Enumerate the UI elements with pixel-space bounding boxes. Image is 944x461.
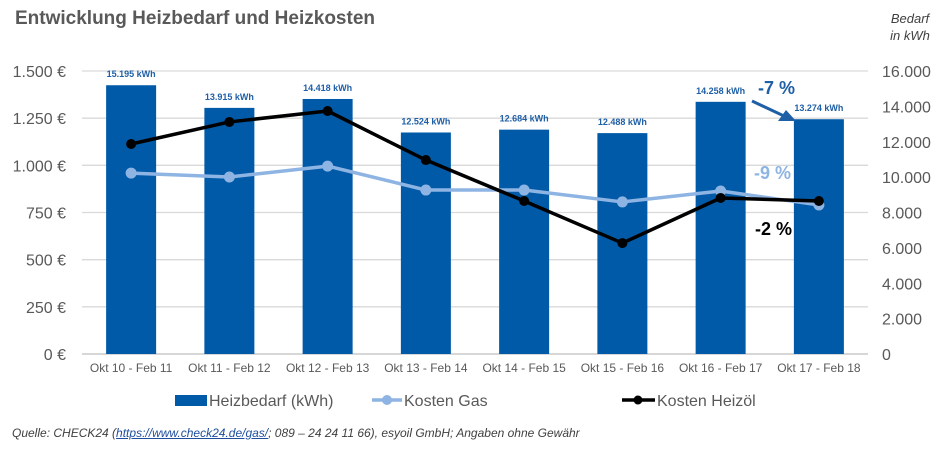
legend-label-gas: Kosten Gas xyxy=(404,393,488,410)
bar-heizbedarf xyxy=(106,85,157,354)
marker-kosten-heizoel xyxy=(519,195,530,206)
legend-label-heizbedarf: Heizbedarf (kWh) xyxy=(209,393,333,410)
right-axis-tick-label: 10.000 xyxy=(882,170,931,187)
bar-heizbedarf xyxy=(204,107,255,354)
marker-kosten-gas xyxy=(715,185,727,197)
marker-kosten-gas xyxy=(518,184,530,196)
annotation-heizbedarf-change: -7 % xyxy=(758,78,795,98)
bar-heizbedarf xyxy=(793,119,844,354)
legend-swatch-heizbedarf xyxy=(175,395,207,406)
x-axis-tick-label: Okt 16 - Feb 17 xyxy=(679,361,763,375)
marker-kosten-gas xyxy=(420,184,432,196)
x-axis-tick-label: Okt 11 - Feb 12 xyxy=(188,361,271,375)
bar-heizbedarf xyxy=(695,101,746,355)
bar-heizbedarf xyxy=(499,129,550,354)
bar-data-label: 14.258 kWh xyxy=(696,86,745,96)
left-axis-tick-label: 500 € xyxy=(26,253,66,270)
bar-data-label: 13.915 kWh xyxy=(205,92,254,102)
left-axis-tick-label: 1.500 € xyxy=(13,64,66,81)
right-axis-title-line2: in kWh xyxy=(890,28,930,43)
left-axis-tick-label: 750 € xyxy=(26,206,66,223)
bar-heizbedarf xyxy=(400,132,451,354)
bar-heizbedarf xyxy=(302,98,353,354)
right-axis-tick-label: 2.000 xyxy=(882,312,922,329)
source-prefix: Quelle: CHECK24 ( xyxy=(12,426,117,440)
left-axis-tick-label: 1.250 € xyxy=(13,111,66,128)
marker-kosten-heizoel xyxy=(715,192,726,203)
x-axis-tick-label: Okt 10 - Feb 11 xyxy=(90,361,173,375)
x-axis-tick-label: Okt 17 - Feb 18 xyxy=(777,361,861,375)
bar-data-label: 13.274 kWh xyxy=(794,103,843,113)
bar-data-label: 15.195 kWh xyxy=(107,69,156,79)
legend-marker-heizoel xyxy=(633,395,643,405)
bar-data-label: 12.684 kWh xyxy=(500,114,549,124)
marker-kosten-gas xyxy=(322,160,334,172)
marker-kosten-heizoel xyxy=(126,139,137,150)
bar-data-label: 12.488 kWh xyxy=(598,117,647,127)
x-axis-tick-label: Okt 12 - Feb 13 xyxy=(286,361,370,375)
annotation-heizoel-change: -2 % xyxy=(755,219,792,239)
annotation-arrow-line xyxy=(751,99,785,118)
chart-title: Entwicklung Heizbedarf und Heizkosten xyxy=(15,8,375,29)
marker-kosten-gas xyxy=(125,167,137,179)
marker-kosten-heizoel xyxy=(813,195,824,206)
x-axis-tick-label: Okt 13 - Feb 14 xyxy=(384,361,468,375)
bar-data-label: 12.524 kWh xyxy=(401,116,450,126)
right-axis-tick-label: 12.000 xyxy=(882,135,931,152)
right-axis-tick-label: 6.000 xyxy=(882,241,922,258)
x-axis-tick-label: Okt 15 - Feb 16 xyxy=(581,361,665,375)
source-note: Quelle: CHECK24 (https://www.check24.de/… xyxy=(12,426,580,440)
right-axis-tick-label: 0 xyxy=(882,347,891,364)
marker-kosten-heizoel xyxy=(322,105,333,116)
line-kosten-heizoel xyxy=(130,109,819,245)
x-axis-tick-label: Okt 14 - Feb 15 xyxy=(482,361,566,375)
right-axis-tick-label: 16.000 xyxy=(882,64,931,81)
marker-kosten-gas xyxy=(616,196,628,208)
marker-kosten-heizoel xyxy=(224,116,235,127)
left-axis-tick-label: 1.000 € xyxy=(13,158,66,175)
bar-data-label: 14.418 kWh xyxy=(303,83,352,93)
legend-marker-gas xyxy=(382,395,392,405)
right-axis-tick-label: 8.000 xyxy=(882,206,922,223)
left-axis-tick-label: 250 € xyxy=(26,300,66,317)
right-axis-title-line1: Bedarf xyxy=(890,11,930,26)
left-axis-tick-label: 0 € xyxy=(44,347,66,364)
marker-kosten-heizoel xyxy=(617,238,628,249)
marker-kosten-gas xyxy=(223,171,235,183)
marker-kosten-heizoel xyxy=(420,155,431,166)
annotation-gas-change: -9 % xyxy=(754,163,791,183)
legend-label-heizoel: Kosten Heizöl xyxy=(657,393,756,410)
right-axis-title: Bedarf in kWh xyxy=(880,10,940,44)
annotation-arrow-head xyxy=(778,110,796,121)
right-axis-tick-label: 4.000 xyxy=(882,276,922,293)
right-axis-tick-label: 14.000 xyxy=(882,99,931,116)
source-link[interactable]: https://www.check24.de/gas/ xyxy=(116,426,269,440)
source-suffix: ; 089 – 24 24 11 66), esyoil GmbH; Angab… xyxy=(268,426,580,440)
line-kosten-gas xyxy=(131,164,820,207)
